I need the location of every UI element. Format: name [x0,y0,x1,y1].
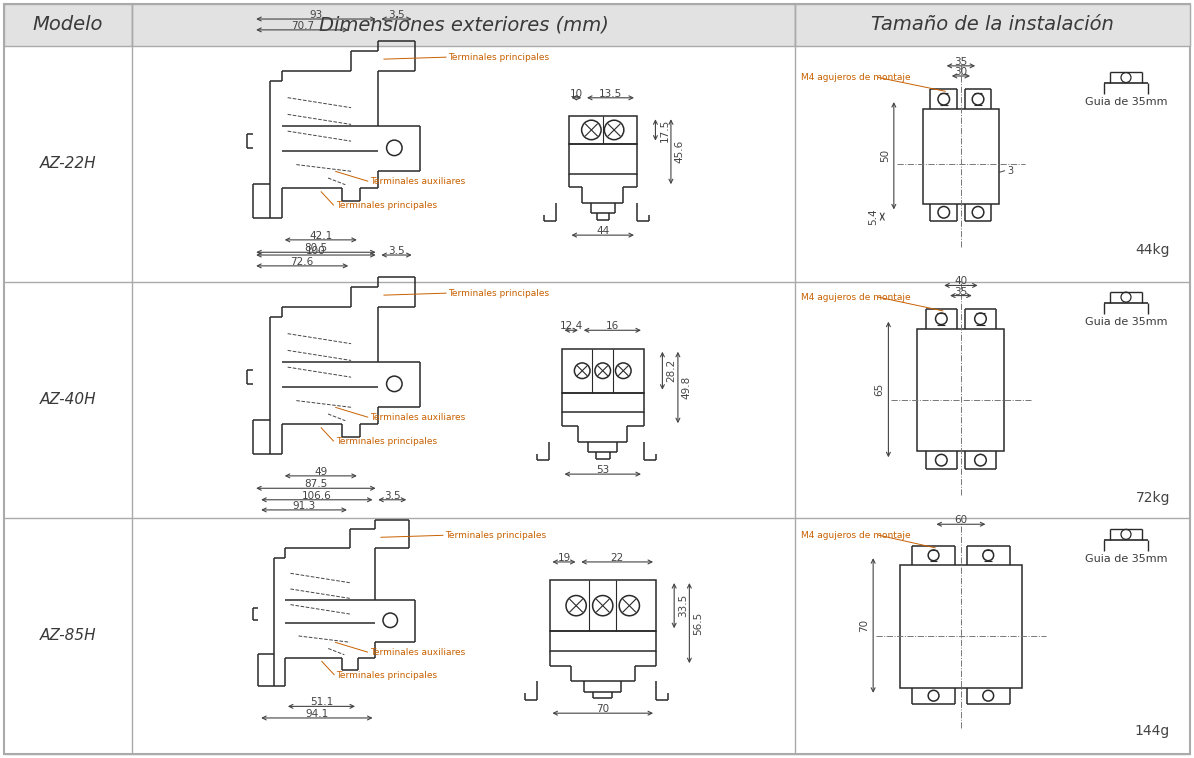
Text: Guia de 35mm: Guia de 35mm [1085,554,1168,564]
Text: M4 agujeros de montaje: M4 agujeros de montaje [801,531,911,540]
Text: M4 agujeros de montaje: M4 agujeros de montaje [801,293,911,302]
Text: 49.8: 49.8 [682,376,691,399]
Text: Terminales principales: Terminales principales [337,671,437,679]
Text: 60: 60 [954,515,967,525]
Text: 3.5: 3.5 [388,246,405,256]
Text: Terminales auxiliares: Terminales auxiliares [370,177,466,186]
Text: Dimensiones exteriores (mm): Dimensiones exteriores (mm) [319,15,609,35]
Bar [4,4,133,46]
Text: 144g: 144g [1134,724,1170,738]
Text: 72.6: 72.6 [290,257,314,267]
Text: 28.2: 28.2 [666,359,677,382]
Text: 53: 53 [596,465,609,475]
Bar [561,393,644,412]
Bar [549,580,656,631]
Text: Terminales auxiliares: Terminales auxiliares [370,648,466,656]
Text: 70: 70 [860,619,869,632]
Text: 70: 70 [596,704,609,714]
Text: 80.5: 80.5 [304,243,327,253]
Text: AZ-40H: AZ-40H [39,393,97,408]
Text: 72kg: 72kg [1135,491,1170,505]
Text: 33.5: 33.5 [678,594,688,617]
Text: 65: 65 [874,383,885,396]
Text: 30: 30 [954,67,967,77]
Text: 12.4: 12.4 [560,321,583,331]
Bar [900,565,1022,688]
Text: 44: 44 [596,226,609,236]
Text: 5.4: 5.4 [868,208,879,225]
Text: 16: 16 [605,321,618,331]
Bar [568,143,636,174]
Text: 44kg: 44kg [1135,243,1170,257]
Text: Terminales principales: Terminales principales [336,201,437,210]
Text: Guia de 35mm: Guia de 35mm [1085,97,1168,107]
Text: 17.5: 17.5 [659,118,670,142]
Text: 40: 40 [954,277,967,287]
Text: 50: 50 [880,149,890,162]
Bar [549,631,656,650]
Text: 3.5: 3.5 [384,490,400,501]
Text: AZ-85H: AZ-85H [39,628,97,644]
Text: 100: 100 [306,246,326,256]
Text: Terminales principales: Terminales principales [449,289,549,298]
Bar [133,4,795,46]
Text: 56.5: 56.5 [694,612,703,634]
Text: 19: 19 [558,553,571,563]
Text: M4 agujeros de montaje: M4 agujeros de montaje [801,73,911,82]
Bar [917,329,1004,452]
Text: AZ-22H: AZ-22H [39,156,97,171]
Text: 45.6: 45.6 [675,140,685,164]
Text: 13.5: 13.5 [599,89,622,99]
Text: Terminales principales: Terminales principales [449,52,549,61]
Bar [923,109,999,204]
Text: 91.3: 91.3 [293,501,315,511]
Bar [561,349,644,393]
Text: Terminales auxiliares: Terminales auxiliares [370,413,466,421]
Bar [568,117,636,143]
Text: 3: 3 [1007,165,1013,176]
Bar [795,4,1190,46]
Text: 93: 93 [309,10,322,20]
Text: 94.1: 94.1 [306,709,328,719]
Text: 42.1: 42.1 [309,231,332,241]
Text: 106.6: 106.6 [302,490,332,501]
Text: Guia de 35mm: Guia de 35mm [1085,317,1168,327]
Text: 10: 10 [570,89,583,99]
Text: Tamaño de la instalación: Tamaño de la instalación [872,15,1114,35]
Text: 70.7: 70.7 [290,21,314,31]
Text: 35: 35 [954,57,967,67]
Text: Terminales principales: Terminales principales [445,531,547,540]
Text: Modelo: Modelo [32,15,103,35]
Text: 49: 49 [314,467,327,477]
Text: 22: 22 [610,553,623,563]
Text: 87.5: 87.5 [304,479,327,489]
Text: 3.5: 3.5 [388,10,405,20]
Text: Terminales principales: Terminales principales [336,437,437,446]
Text: 35: 35 [954,287,967,296]
Text: 51.1: 51.1 [309,697,333,707]
